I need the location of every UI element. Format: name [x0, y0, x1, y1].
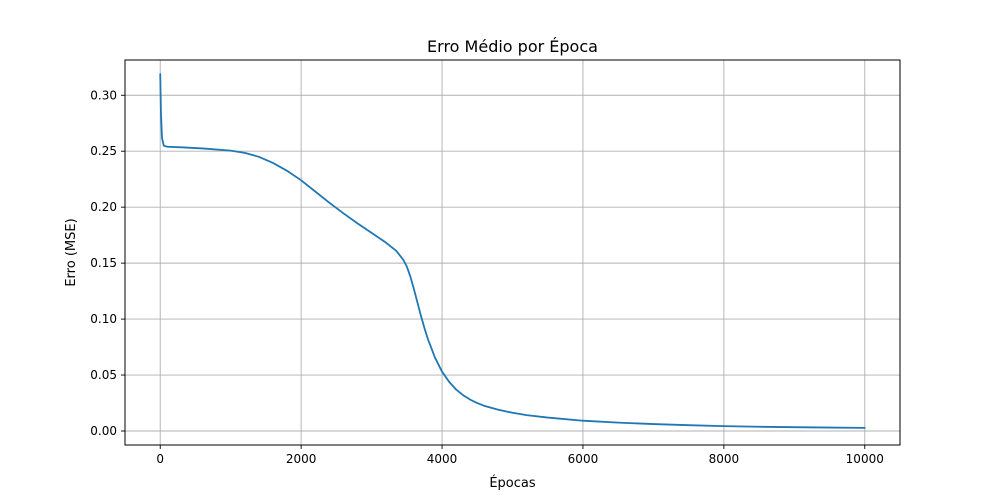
plot-frame — [124, 59, 901, 446]
y-tick-label: 0.15 — [90, 256, 117, 270]
y-tick-label: 0.25 — [90, 144, 117, 158]
y-tick-label: 0.10 — [90, 312, 117, 326]
x-axis-label: Épocas — [489, 475, 536, 491]
y-axis-label: Erro (MSE) — [64, 218, 79, 286]
y-tick-label: 0.30 — [90, 88, 117, 102]
x-tick-label: 8000 — [709, 452, 740, 466]
series-layer — [159, 73, 866, 429]
tick-layer: 0 2000 4000 6000 8000 10000 0.00 0.05 0.10 0.15 0.… — [90, 88, 884, 466]
y-tick-label: 0.20 — [90, 200, 117, 214]
x-tick-label: 10000 — [846, 452, 884, 466]
x-tick-label: 0 — [156, 452, 164, 466]
chart-title: Erro Médio por Época — [427, 37, 598, 56]
x-tick-label: 2000 — [286, 452, 317, 466]
grid-layer — [125, 60, 900, 445]
x-tick-label: 6000 — [568, 452, 599, 466]
x-tick-label: 4000 — [427, 452, 458, 466]
y-tick-label: 0.00 — [90, 424, 117, 438]
y-tick-label: 0.05 — [90, 368, 117, 382]
series-line — [159, 73, 866, 429]
